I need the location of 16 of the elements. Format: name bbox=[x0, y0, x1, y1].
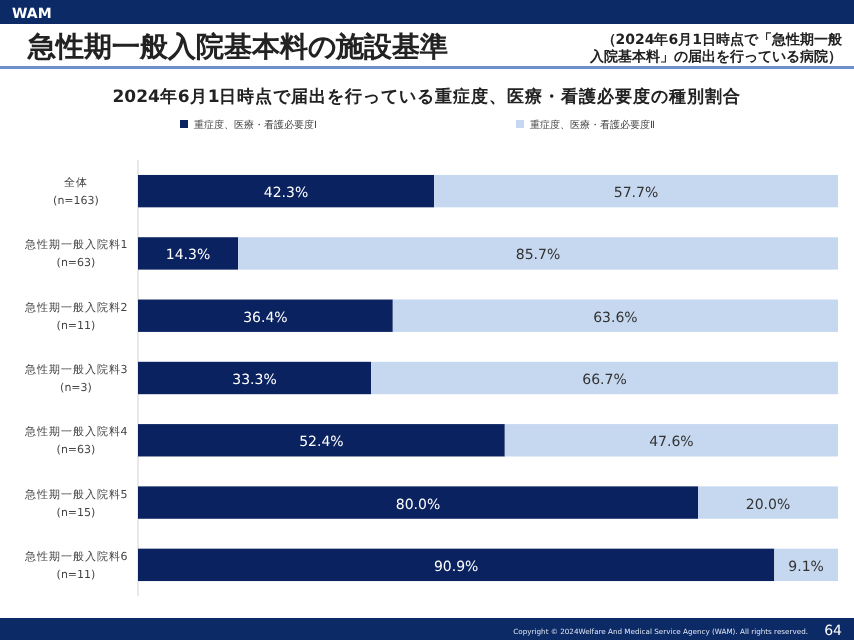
bar bbox=[138, 361, 372, 395]
bar bbox=[698, 486, 838, 519]
bar bbox=[138, 424, 505, 457]
chart-title: 急性期一般入院基本料の施設基準 bbox=[26, 30, 448, 64]
bar bbox=[138, 174, 435, 208]
bar bbox=[774, 548, 838, 582]
bar bbox=[138, 237, 239, 270]
bar bbox=[392, 299, 838, 332]
bar bbox=[138, 486, 698, 519]
bar bbox=[504, 424, 838, 457]
chart-subtitle: 2024年6月1日時点で届出を行っている重症度、医療・看護必要度の種別割合 bbox=[112, 86, 744, 108]
bar bbox=[138, 548, 775, 582]
bar bbox=[138, 299, 393, 332]
bar bbox=[238, 237, 838, 270]
bar bbox=[434, 174, 838, 208]
bar bbox=[371, 361, 838, 395]
